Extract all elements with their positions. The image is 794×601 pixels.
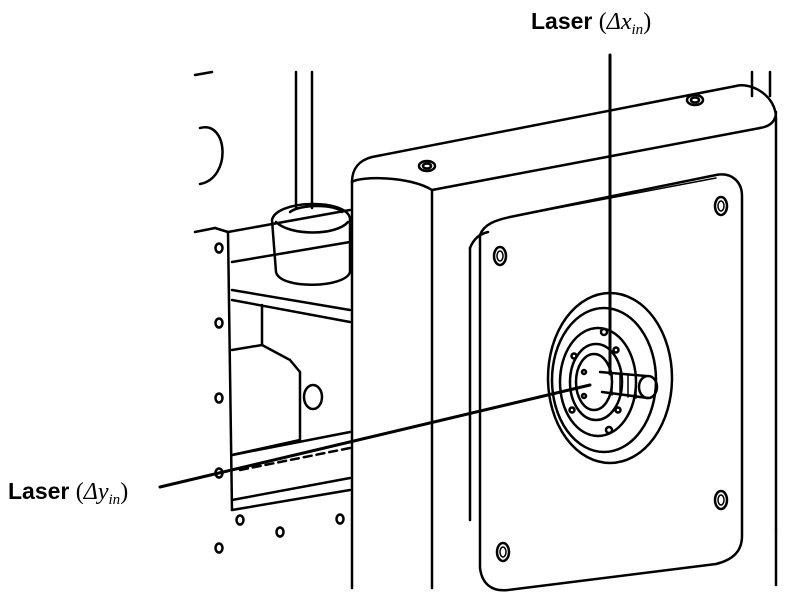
laser-y-label: Laser (Δyin) <box>8 480 128 508</box>
laser-y-delta: Δy <box>83 479 109 505</box>
laser-y-symbol: (Δyin) <box>75 479 129 508</box>
laser-y-name: Laser <box>8 478 70 504</box>
laser-x-subscript: in <box>631 22 644 38</box>
laser-x-name: Laser <box>531 8 593 34</box>
plate-holes <box>492 195 729 563</box>
laser-y-subscript: in <box>108 492 121 508</box>
laser-x-delta: Δx <box>606 9 632 35</box>
shaft <box>598 370 659 400</box>
laser-x-symbol: (Δxin) <box>598 9 652 38</box>
mounting-plate <box>468 173 744 592</box>
roller <box>270 202 352 286</box>
rear-frame <box>193 70 778 587</box>
laser-x-label: Laser (Δxin) <box>531 10 651 38</box>
housing-block <box>350 84 778 590</box>
laser-beams <box>158 53 612 489</box>
laser-y-beam <box>158 383 592 489</box>
